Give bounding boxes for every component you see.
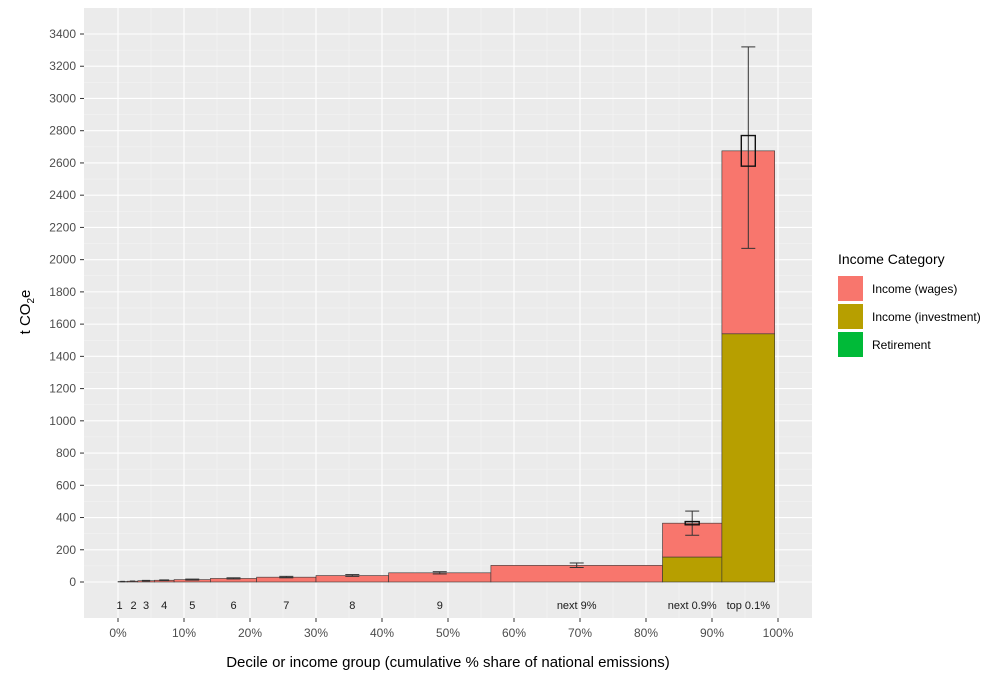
y-tick-label: 1000	[49, 414, 76, 428]
y-tick-label: 3400	[49, 27, 76, 41]
x-tick-label: 80%	[634, 626, 658, 640]
group-label: 5	[189, 600, 195, 612]
x-tick-label: 30%	[304, 626, 328, 640]
y-tick-label: 2600	[49, 156, 76, 170]
y-axis-title: t CO2e	[17, 290, 37, 335]
y-tick-label: 2000	[49, 253, 76, 267]
group-label: 9	[437, 600, 443, 612]
legend-key-swatch	[838, 304, 863, 329]
group-label: 6	[230, 600, 236, 612]
y-tick-label: 0	[69, 575, 76, 589]
x-tick-label: 10%	[172, 626, 196, 640]
bars	[117, 150, 776, 583]
y-tick-label: 3000	[49, 91, 76, 105]
y-tick-label: 1400	[49, 349, 76, 363]
group-label: top 0.1%	[727, 600, 771, 612]
error-bar-inner	[740, 134, 756, 167]
y-tick-label: 400	[56, 511, 76, 525]
y-tick-label: 600	[56, 478, 76, 492]
legend-key-swatch	[838, 276, 863, 301]
y-axis-title-subscript: 2	[26, 298, 37, 304]
group-label: 3	[143, 600, 149, 612]
y-tick-label: 1800	[49, 285, 76, 299]
x-tick-label: 90%	[700, 626, 724, 640]
error-bars	[120, 46, 756, 583]
x-tick-label: 40%	[370, 626, 394, 640]
legend-key-swatch	[838, 332, 863, 357]
y-tick-label: 2400	[49, 188, 76, 202]
y-tick-label: 2200	[49, 220, 76, 234]
x-tick-label: 100%	[763, 626, 794, 640]
legend-entry-label: Retirement	[872, 338, 931, 352]
error-bar-inner	[684, 520, 700, 526]
group-label: 2	[130, 600, 136, 612]
legend-title: Income Category	[838, 251, 945, 267]
x-tick-label: 60%	[502, 626, 526, 640]
y-axis-ticks: 0 200 400 600 800 1000 1200 1400 1600 1800 2000 220…	[49, 27, 84, 589]
x-tick-label: 50%	[436, 626, 460, 640]
group-label: 4	[161, 600, 167, 612]
x-axis-ticks: 0% 10% 20% 30% 40% 50% 60% 70% 80% 90% 100%	[109, 618, 794, 640]
x-tick-label: 20%	[238, 626, 262, 640]
y-tick-label: 1600	[49, 317, 76, 331]
legend-entry-label: Income (wages)	[872, 282, 957, 296]
legend: Income Category Income (wages) Income (in…	[838, 251, 981, 357]
x-axis-title: Decile or income group (cumulative % sha…	[226, 654, 670, 671]
y-tick-label: 1200	[49, 382, 76, 396]
group-label: 1	[117, 600, 123, 612]
group-label: 8	[349, 600, 355, 612]
y-tick-label: 200	[56, 543, 76, 557]
bar-investment	[662, 556, 723, 583]
y-axis-title-main: t CO	[17, 304, 34, 335]
y-tick-label: 800	[56, 446, 76, 460]
group-labels: 1 2 3 4 5 6 7 8 9 next 9% next 0.9% top 0.1%	[117, 600, 771, 612]
legend-entries: Income (wages) Income (investment) Retirem…	[838, 276, 981, 357]
y-axis-title-end: e	[17, 290, 34, 298]
bar-investment	[721, 333, 776, 583]
x-tick-label: 70%	[568, 626, 592, 640]
group-label: next 0.9%	[668, 600, 717, 612]
group-label: 7	[283, 600, 289, 612]
x-tick-label: 0%	[109, 626, 127, 640]
y-tick-label: 3200	[49, 59, 76, 73]
y-tick-label: 2800	[49, 124, 76, 138]
legend-entry-label: Income (investment)	[872, 310, 981, 324]
group-label: next 9%	[557, 600, 597, 612]
